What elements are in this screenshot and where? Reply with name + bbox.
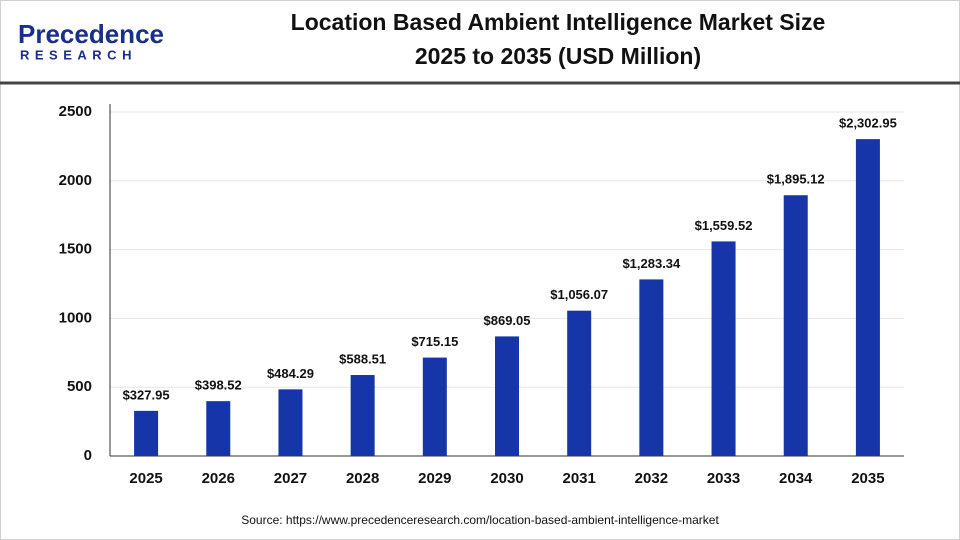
x-tick-label: 2025 xyxy=(129,470,162,487)
source: Source: https://www.precedenceresearch.c… xyxy=(241,513,719,527)
value-label: $327.95 xyxy=(123,387,170,402)
bar xyxy=(495,336,519,456)
y-tick-label: 0 xyxy=(84,447,92,464)
bar xyxy=(350,375,375,456)
x-tick-label: 2027 xyxy=(274,470,307,487)
value-label: $869.05 xyxy=(484,313,531,328)
bar xyxy=(422,357,447,456)
value-label: $1,895.12 xyxy=(767,172,825,187)
bar xyxy=(711,241,736,456)
y-tick-label: 2500 xyxy=(59,103,92,120)
bar xyxy=(206,401,231,456)
y-tick-label: 1500 xyxy=(59,241,92,258)
value-label: $1,283.34 xyxy=(622,256,681,271)
x-tick-label: 2033 xyxy=(707,470,740,487)
y-tick-label: 2000 xyxy=(59,172,92,189)
x-tick-label: 2032 xyxy=(635,470,668,487)
bar xyxy=(639,279,664,456)
logo-tagline: RESEARCH xyxy=(20,47,137,62)
bar xyxy=(278,389,303,456)
x-tick-label: 2035 xyxy=(851,470,884,487)
value-label: $398.52 xyxy=(195,378,242,393)
value-label: $1,559.52 xyxy=(695,218,753,233)
y-tick-label: 500 xyxy=(67,378,92,395)
bar xyxy=(855,139,880,456)
chart-title: Location Based Ambient Intelligence Mark… xyxy=(291,9,826,35)
x-tick-label: 2034 xyxy=(779,470,813,487)
y-tick-label: 1000 xyxy=(59,309,92,326)
bar xyxy=(134,410,159,456)
value-label: $2,302.95 xyxy=(839,116,897,131)
value-label: $484.29 xyxy=(267,366,314,381)
x-tick-label: 2026 xyxy=(202,470,235,487)
bar xyxy=(567,310,592,456)
x-tick-label: 2030 xyxy=(490,470,523,487)
value-label: $588.51 xyxy=(339,351,386,366)
x-tick-label: 2029 xyxy=(418,470,451,487)
x-tick-label: 2031 xyxy=(562,470,595,487)
chart-subtitle: 2025 to 2035 (USD Million) xyxy=(415,43,701,69)
value-label: $715.15 xyxy=(411,334,458,349)
value-label: $1,056.07 xyxy=(550,287,608,302)
x-tick-label: 2028 xyxy=(346,470,379,487)
logo-name: Precedence xyxy=(18,19,164,49)
bar xyxy=(783,195,808,456)
